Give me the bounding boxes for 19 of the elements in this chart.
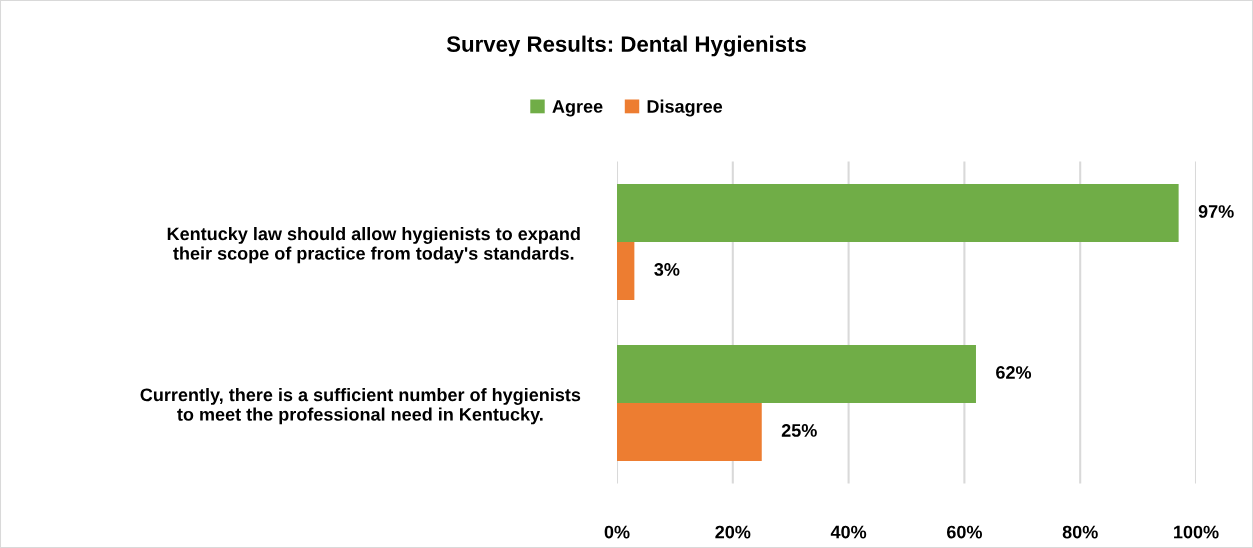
y-tick-label: Currently, there is a sufficient number of hygienists to meet the professional need in Kentucky. (140, 388, 581, 425)
x-tick-label: 80% (1062, 525, 1098, 539)
legend-label: Disagree (647, 99, 723, 117)
data-label: 25% (781, 424, 817, 437)
data-label: 3% (654, 263, 680, 276)
x-tick-label: 40% (830, 525, 867, 539)
x-tick-label: 60% (946, 525, 982, 539)
bar (617, 403, 762, 461)
legend-label: Agree (552, 100, 603, 117)
x-tick-label: 100% (1174, 525, 1219, 539)
bar (617, 345, 976, 403)
data-label: 62% (996, 366, 1032, 379)
bar (617, 242, 635, 300)
data-label: 97% (1198, 205, 1234, 218)
chart-title: Survey Results: Dental Hygienists (446, 35, 806, 57)
x-tick-label: 0% (604, 525, 630, 539)
x-tick-label: 20% (715, 525, 751, 539)
y-tick-label: Kentucky law should allow hygienists to expand their scope of practice from today's standards. (167, 227, 580, 264)
bar (617, 184, 1179, 242)
